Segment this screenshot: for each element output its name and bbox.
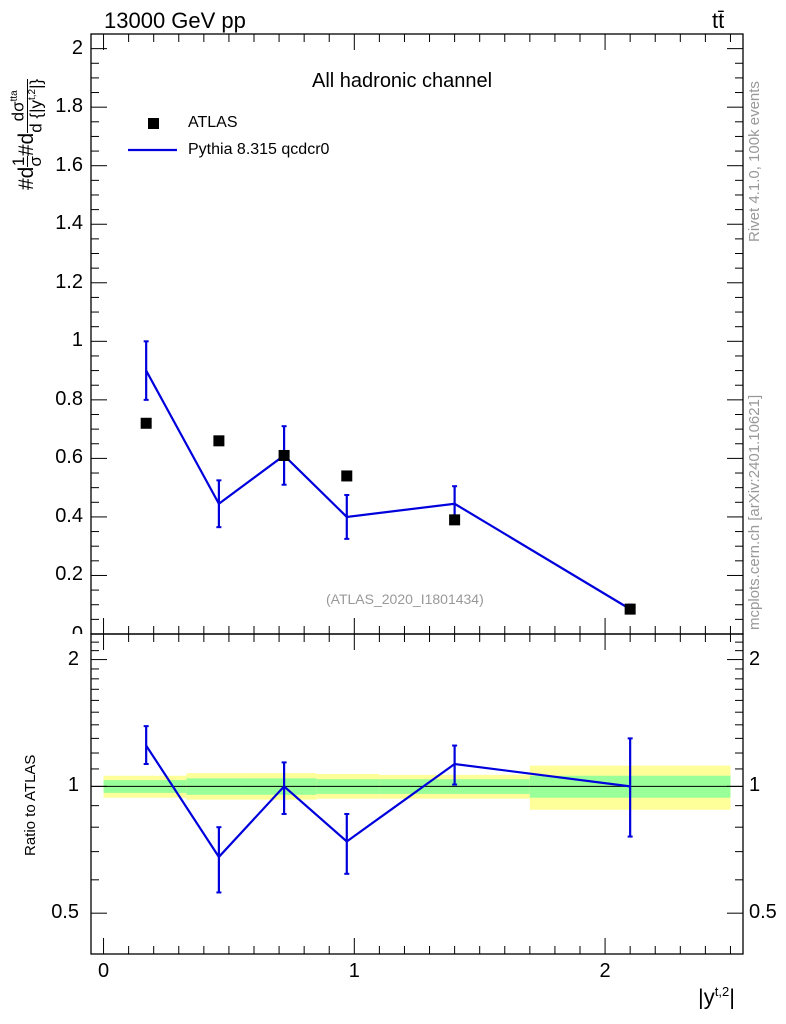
main-y-tick-label: 1.2 [55,270,83,293]
main-y-tick-label: 1.4 [55,212,83,235]
ratio-y-tick-label-left: 2 [67,647,79,670]
atlas-data-point [624,603,636,615]
ylabel-frac-den: σ [25,156,45,167]
ratio-series-line [145,744,631,859]
legend-label-atlas: ATLAS [188,114,238,131]
main-y-tick-label: 0.8 [55,387,83,410]
x-axis-label-suffix: | [729,984,735,1010]
ylabel-deriv-num-sup: tta [9,90,20,102]
atlas-data-point [449,514,461,526]
atlas-data-point [278,449,290,461]
ylabel-deriv-den: d {|y [26,100,46,133]
ratio-y-tick-label-right: 1 [749,774,761,797]
legend-marker-atlas [148,118,159,129]
energy-label: 13000 GeV pp [104,8,246,33]
rivet-version-label: Rivet 4.1.0, 100k events [746,81,763,242]
x-axis-label-sup: t,2 [714,984,730,999]
mc-series-line [145,370,631,611]
atlas-data-point [213,435,225,447]
ratio-plot-series [143,725,633,894]
x-axis-label: |yt,2| [698,984,735,1010]
main-y-axis-label: #d 1 σ #d dσtta d {|yt,2|} [8,78,46,190]
ratio-plot-frame [90,633,744,955]
legend-symbols [128,118,177,152]
ylabel-part-1: #d [14,166,38,190]
ratio-y-axis-label: Ratio to ATLAS [22,754,39,856]
main-y-tick-label: 1 [71,329,83,352]
analysis-label: (ATLAS_2020_I1801434) [326,591,484,607]
plot-axes [90,33,744,955]
chart-title: All hadronic channel [312,70,493,92]
ratio-y-tick-label-left: 0.5 [51,901,79,924]
atlas-data-point [140,417,152,429]
main-plot-series [140,340,636,615]
ylabel-part-2: #d [14,132,38,157]
main-y-tick-label: 0.2 [55,563,83,586]
atlas-data-point [341,470,353,482]
ylabel-deriv-num: dσ [8,101,28,122]
x-tick-label: 0 [97,960,110,982]
legend-label-pythia: Pythia 8.315 qcdcr0 [188,141,330,158]
x-tick-label: 1 [348,960,360,982]
main-y-tick-label: 1.8 [55,95,83,118]
main-y-tick-label: 0.4 [55,504,83,527]
ratio-y-tick-label-left: 1 [67,774,79,797]
main-y-tick-label: 0.6 [55,446,83,469]
main-y-tick-label-zero: 0 [72,624,83,634]
main-y-tick-label: 2 [71,36,83,59]
ratio-y-tick-label-right: 0.5 [749,901,777,924]
ylabel-deriv-den-end: |} [26,78,46,89]
ratio-uncertainty-bands [91,765,743,810]
main-y-tick-label: 1.6 [55,153,83,176]
x-tick-label: 2 [599,960,611,982]
mcplots-label: mcplots.cern.ch [arXiv:2401.10621] [746,394,763,630]
x-axis-label-main: |y [698,984,715,1010]
process-label: tt̄ [712,8,725,33]
ylabel-deriv-den-sup: t,2 [26,88,38,100]
ratio-y-tick-label-right: 2 [749,647,761,670]
